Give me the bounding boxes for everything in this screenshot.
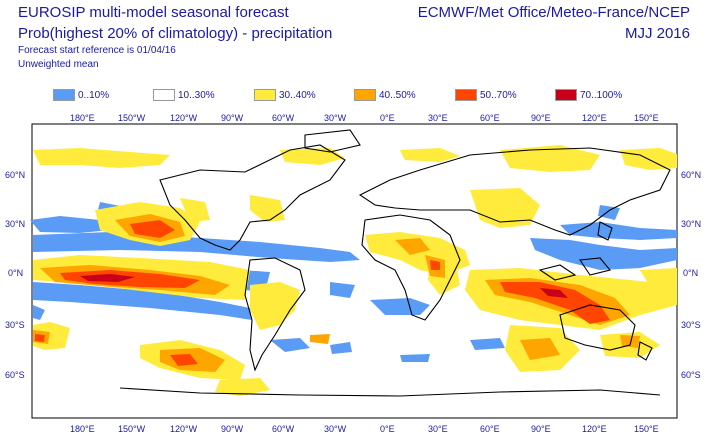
season-label: MJJ 2016 bbox=[624, 25, 690, 42]
lat-tick-label: 60°N bbox=[681, 170, 701, 180]
lon-tick-label: 30°E bbox=[428, 113, 448, 123]
lon-tick-label: 0°E bbox=[380, 113, 395, 123]
lon-tick-label: 60°W bbox=[272, 424, 295, 434]
lat-tick-label: 60°S bbox=[5, 370, 25, 380]
lat-tick-label: 0°N bbox=[8, 268, 23, 278]
lon-tick-label: 30°W bbox=[324, 113, 347, 123]
legend-label: 0..10% bbox=[78, 89, 110, 101]
lon-tick-labels-bottom: 180°E 150°W 120°W 90°W 60°W 30°W 0°E 30°… bbox=[70, 424, 659, 434]
lon-tick-label: 30°E bbox=[428, 424, 448, 434]
lon-tick-label: 150°E bbox=[634, 113, 659, 123]
title-model: EUROSIP multi-model seasonal forecast bbox=[18, 4, 289, 21]
legend-label: 10..30% bbox=[178, 89, 215, 101]
legend-item: 70..100% bbox=[555, 88, 622, 102]
legend-item: 50..70% bbox=[455, 88, 517, 102]
legend-item: 40..50% bbox=[354, 88, 416, 102]
world-map: 180°E 150°W 120°W 90°W 60°W 30°W 0°E 30°… bbox=[5, 113, 701, 434]
coastlines bbox=[119, 129, 671, 397]
lat-tick-label: 30°S bbox=[5, 320, 25, 330]
lon-tick-label: 120°E bbox=[582, 424, 607, 434]
lon-tick-label: 180°E bbox=[70, 424, 95, 434]
weighting-note: Unweighted mean bbox=[18, 59, 99, 70]
legend-swatch bbox=[455, 89, 477, 101]
lon-tick-label: 90°W bbox=[221, 113, 244, 123]
lon-tick-label: 120°W bbox=[170, 424, 198, 434]
lat-tick-label: 30°N bbox=[681, 219, 701, 229]
legend-label: 40..50% bbox=[379, 89, 416, 101]
lon-tick-label: 90°W bbox=[221, 424, 244, 434]
title-variable: Prob(highest 20% of climatology) - preci… bbox=[18, 25, 333, 42]
legend-label: 70..100% bbox=[580, 89, 623, 101]
lat-tick-label: 0°N bbox=[683, 268, 698, 278]
lat-tick-label: 30°N bbox=[5, 219, 25, 229]
legend-swatch bbox=[53, 89, 75, 101]
lon-tick-label: 30°W bbox=[324, 424, 347, 434]
legend-label: 50..70% bbox=[480, 89, 517, 101]
lon-tick-label: 60°W bbox=[272, 113, 295, 123]
legend: 0..10% 10..30% 30..40% 40..50% 50..70% 7… bbox=[0, 88, 706, 104]
lon-tick-label: 180°E bbox=[70, 113, 95, 123]
lon-tick-label: 90°E bbox=[531, 424, 551, 434]
lon-tick-label: 120°W bbox=[170, 113, 198, 123]
source-centres: ECMWF/Met Office/Meteo-France/NCEP bbox=[417, 4, 690, 21]
legend-item: 10..30% bbox=[153, 88, 215, 102]
lat-tick-label: 60°S bbox=[681, 370, 701, 380]
legend-item: 0..10% bbox=[53, 88, 109, 102]
lon-tick-label: 60°E bbox=[480, 113, 500, 123]
forecast-start: Forecast start reference is 01/04/16 bbox=[18, 45, 176, 56]
lon-tick-label: 150°E bbox=[634, 424, 659, 434]
lon-tick-label: 120°E bbox=[582, 113, 607, 123]
lon-tick-label: 0°E bbox=[380, 424, 395, 434]
lon-tick-label: 90°E bbox=[531, 113, 551, 123]
legend-swatch bbox=[254, 89, 276, 101]
lon-tick-label: 60°E bbox=[480, 424, 500, 434]
lat-tick-label: 30°S bbox=[681, 320, 701, 330]
lon-tick-label: 150°W bbox=[118, 113, 146, 123]
lon-tick-labels-top: 180°E 150°W 120°W 90°W 60°W 30°W 0°E 30°… bbox=[70, 113, 659, 123]
legend-swatch bbox=[555, 89, 577, 101]
legend-swatch bbox=[153, 89, 175, 101]
legend-item: 30..40% bbox=[254, 88, 316, 102]
legend-label: 30..40% bbox=[279, 89, 316, 101]
legend-swatch bbox=[354, 89, 376, 101]
lon-tick-label: 150°W bbox=[118, 424, 146, 434]
lat-tick-label: 60°N bbox=[5, 170, 25, 180]
lat-tick-labels-left: 60°N 30°N 0°N 30°S 60°S bbox=[5, 170, 25, 380]
lat-tick-labels-right: 60°N 30°N 0°N 30°S 60°S bbox=[681, 170, 701, 380]
probability-fields bbox=[30, 145, 677, 396]
